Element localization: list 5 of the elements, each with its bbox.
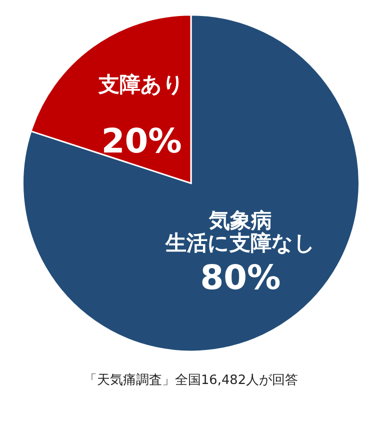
text: 「天気痛調査」全国16,482人が回答 <box>84 373 298 388</box>
data-label: 80% <box>200 258 281 297</box>
slice-label: 気象病生活に支障なし <box>164 208 316 256</box>
slice-label: 支障あり <box>98 72 185 96</box>
data-label: 20% <box>101 122 182 161</box>
